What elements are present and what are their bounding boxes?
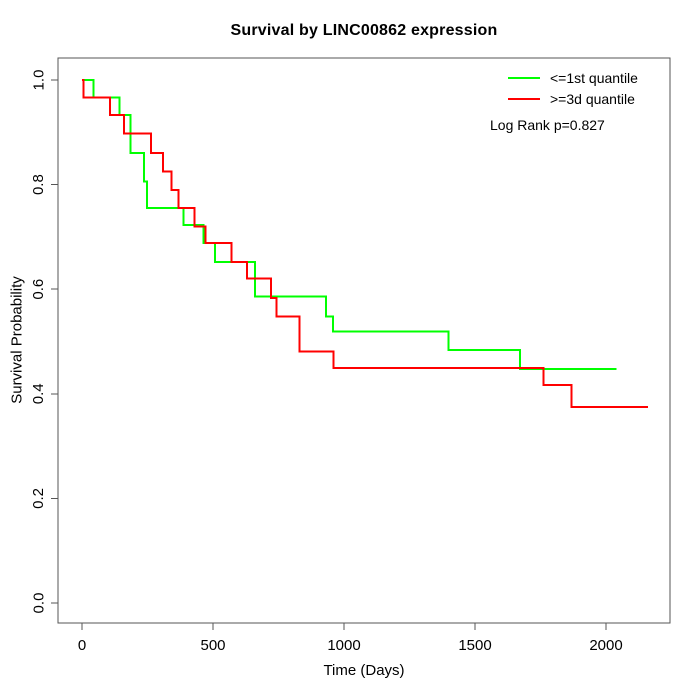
survival-curve-high-expression bbox=[82, 79, 648, 408]
y-tick-label: 0.4 bbox=[30, 383, 47, 404]
legend-line-green-icon bbox=[508, 76, 540, 79]
y-tick-label: 0.2 bbox=[30, 488, 47, 509]
x-tick-label: 0 bbox=[78, 637, 86, 654]
legend-item-low-expression: <=1st quantile bbox=[490, 67, 638, 88]
legend-item-high-expression: >=3d quantile bbox=[490, 88, 638, 109]
chart-title: Survival by LINC00862 expression bbox=[230, 22, 498, 39]
y-tick-label: 0.8 bbox=[30, 174, 47, 195]
y-tick-label: 0.0 bbox=[30, 593, 47, 614]
legend-label-high-expression: >=3d quantile bbox=[550, 90, 635, 107]
x-tick-label: 1500 bbox=[458, 637, 491, 654]
x-tick-label: 500 bbox=[200, 637, 225, 654]
survival-curve-low-expression bbox=[82, 79, 617, 371]
x-tick-label: 1000 bbox=[327, 637, 360, 654]
y-tick-label: 0.6 bbox=[30, 279, 47, 300]
x-tick-label: 2000 bbox=[589, 637, 622, 654]
legend: <=1st quantile >=3d quantile Log Rank p=… bbox=[490, 67, 638, 134]
legend-line-red-icon bbox=[508, 97, 540, 100]
legend-label-low-expression: <=1st quantile bbox=[550, 69, 638, 86]
x-axis-label: Time (Days) bbox=[323, 662, 405, 679]
y-tick-label: 1.0 bbox=[30, 70, 47, 91]
log-rank-p-value: Log Rank p=0.827 bbox=[490, 117, 605, 133]
plot-box bbox=[57, 57, 671, 624]
